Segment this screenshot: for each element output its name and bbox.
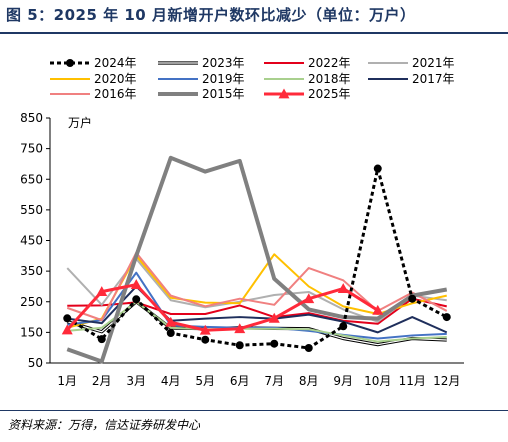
y-axis-unit-label: 万户	[68, 115, 92, 130]
legend-item: 2016年	[50, 87, 137, 101]
series-7	[67, 285, 448, 334]
y-tick-label: 650	[20, 172, 43, 186]
data-point	[268, 312, 280, 323]
y-tick-label: 750	[20, 142, 43, 156]
legend-item: 2018年	[264, 72, 351, 86]
legend-marker	[278, 88, 290, 99]
data-point	[408, 294, 417, 303]
y-tick-label: 550	[20, 203, 43, 217]
source-note: 资料来源：万得，信达证券研发中心	[8, 418, 201, 432]
data-point	[166, 328, 175, 337]
data-point	[337, 283, 349, 293]
legend-item: 2017年	[368, 72, 455, 86]
data-point	[373, 164, 382, 173]
series-line	[67, 285, 448, 334]
legend-item: 2015年	[158, 87, 245, 101]
data-point	[96, 286, 108, 297]
data-point	[372, 304, 384, 315]
series-10	[61, 279, 384, 335]
legend-label: 2015年	[202, 87, 245, 101]
data-point	[235, 341, 244, 350]
x-tick-label: 3月	[126, 374, 146, 388]
data-point	[97, 335, 106, 344]
chart-series	[61, 155, 451, 364]
chart-axes: 50 150 250 350 450 550 650 750 850 1月 2月 3月 4月 5月 6月 7…	[20, 111, 464, 388]
series-line	[66, 251, 448, 322]
data-point	[234, 323, 246, 334]
x-tick-label: 10月	[364, 374, 391, 388]
y-tick-label: 850	[20, 111, 43, 125]
x-tick-label: 11月	[399, 374, 426, 388]
legend-item: 2025年	[264, 87, 351, 101]
chart-legend: 2024年 2023年 2022年 2021年 2020年 2019年 2018年 2017年…	[50, 56, 455, 101]
data-point	[132, 295, 141, 304]
series-line	[67, 297, 447, 325]
legend-label: 2024年	[94, 56, 137, 70]
series-9	[66, 155, 448, 364]
x-tick-label: 8月	[299, 374, 319, 388]
series-line	[66, 155, 448, 364]
legend-label: 2020年	[94, 72, 137, 86]
series-line	[66, 167, 448, 350]
x-tick-label: 4月	[161, 374, 181, 388]
y-tick-label: 150	[20, 325, 43, 339]
y-tick-label: 50	[28, 356, 43, 370]
legend-item: 2020年	[50, 72, 137, 86]
legend-item: 2023年	[158, 56, 245, 70]
legend-item: 2021年	[368, 56, 455, 70]
series-line	[66, 253, 447, 329]
x-tick-label: 7月	[264, 374, 284, 388]
legend-label: 2022年	[308, 56, 351, 70]
legend-item: 2019年	[158, 72, 245, 86]
y-tick-label: 350	[20, 264, 43, 278]
y-tick-label: 450	[20, 234, 43, 248]
series-6	[67, 300, 447, 343]
data-point	[201, 335, 210, 344]
source-divider	[0, 410, 508, 411]
data-point	[442, 313, 451, 322]
legend-item: 2022年	[264, 56, 351, 70]
legend-label: 2017年	[412, 72, 455, 86]
data-point	[130, 279, 142, 289]
legend-item: 2024年	[50, 56, 137, 70]
y-tick-label: 250	[20, 295, 43, 309]
legend-label: 2023年	[202, 56, 245, 70]
x-tick-label: 1月	[57, 374, 77, 388]
y-tick-labels: 50 150 250 350 450 550 650 750 850	[20, 111, 50, 370]
data-point	[304, 343, 313, 352]
legend-label: 2018年	[308, 72, 351, 86]
data-point	[270, 339, 279, 348]
series-0	[63, 164, 451, 352]
figure-title: 图 5：2025 年 10 月新增开户数环比减少（单位：万户）	[6, 6, 416, 24]
title-divider	[0, 32, 508, 34]
x-tick-label: 5月	[195, 374, 215, 388]
series-8	[66, 251, 448, 322]
series-line	[67, 300, 447, 343]
x-tick-label: 9月	[333, 374, 353, 388]
legend-label: 2025年	[308, 87, 351, 101]
x-tick-label: 12月	[433, 374, 460, 388]
data-point	[61, 324, 73, 335]
series-2	[67, 297, 447, 325]
data-point	[63, 314, 72, 323]
series-4	[66, 253, 447, 329]
legend-marker	[66, 59, 74, 67]
x-tick-label: 6月	[230, 374, 250, 388]
series-line	[66, 283, 379, 332]
data-point	[339, 322, 348, 331]
legend-label: 2019年	[202, 72, 245, 86]
data-point	[165, 316, 177, 327]
legend-label: 2016年	[94, 87, 137, 101]
legend-label: 2021年	[412, 56, 455, 70]
x-tick-labels: 1月 2月 3月 4月 5月 6月 7月 8月 9月 10月 11月 12月	[57, 374, 460, 388]
data-point	[199, 324, 211, 335]
data-point	[303, 293, 315, 304]
x-tick-label: 2月	[92, 374, 112, 388]
